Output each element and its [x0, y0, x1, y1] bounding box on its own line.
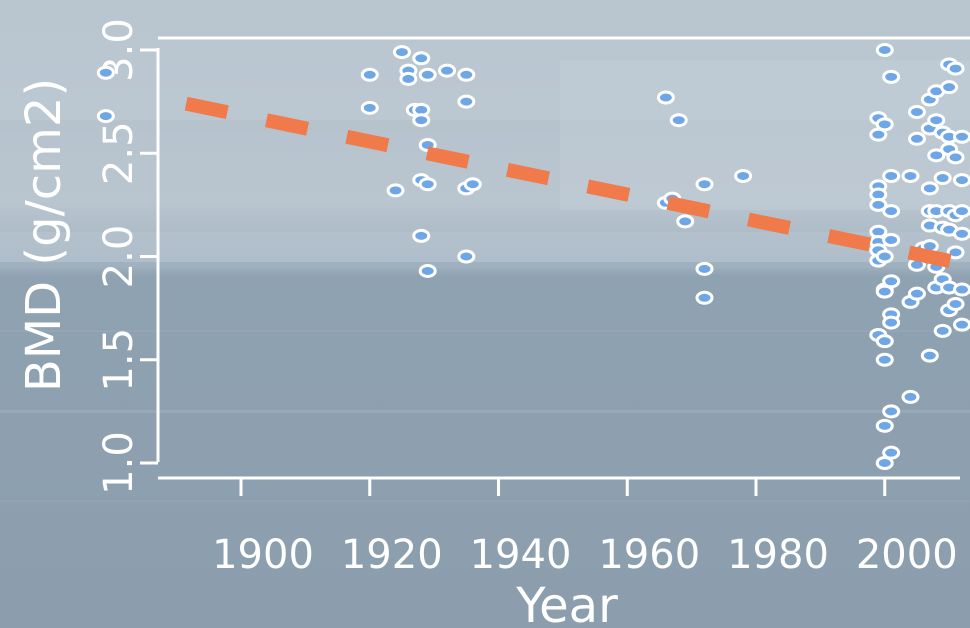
data-point: [399, 71, 418, 86]
data-point: [920, 181, 939, 196]
data-point: [96, 109, 115, 124]
data-point: [920, 348, 939, 363]
data-point: [457, 249, 476, 264]
y-axis-title: BMD (g/cm2): [16, 78, 72, 392]
data-point: [927, 113, 946, 128]
data-point: [392, 45, 411, 60]
data-point: [953, 226, 970, 241]
data-point: [463, 177, 482, 192]
data-point: [695, 290, 714, 305]
data-point: [927, 148, 946, 163]
data-point: [695, 177, 714, 192]
data-point: [869, 197, 888, 212]
data-point: [734, 168, 753, 183]
data-point: [882, 168, 901, 183]
data-point: [386, 183, 405, 198]
x-ticks: 1900 1920 1940 1960 1980 2000: [212, 478, 958, 578]
y-axis: 1.01.52.02.53.0: [96, 18, 160, 495]
x-tick-label: 1900: [212, 532, 314, 578]
y-tick-label: 2.0: [96, 225, 142, 289]
data-point: [875, 352, 894, 367]
data-point: [953, 173, 970, 188]
data-point: [418, 177, 437, 192]
data-point: [933, 323, 952, 338]
data-point: [669, 113, 688, 128]
y-tick-label: 1.5: [96, 328, 142, 392]
data-point: [412, 228, 431, 243]
data-point: [875, 418, 894, 433]
data-point: [946, 245, 965, 260]
data-point: [901, 168, 920, 183]
data-point: [882, 274, 901, 289]
data-point: [882, 69, 901, 84]
data-point: [882, 445, 901, 460]
data-point: [953, 204, 970, 219]
x-tick-label: 2000: [856, 532, 958, 578]
data-point: [907, 286, 926, 301]
y-ticks: 1.01.52.02.53.0: [96, 18, 158, 495]
data-point: [940, 80, 959, 95]
data-point: [882, 315, 901, 330]
data-point: [656, 90, 675, 105]
data-point: [901, 389, 920, 404]
data-point: [875, 334, 894, 349]
data-point: [882, 404, 901, 419]
data-point: [360, 100, 379, 115]
x-tick-label: 1920: [341, 532, 443, 578]
y-tick-label: 2.5: [96, 121, 142, 185]
data-point: [676, 214, 695, 229]
data-point: [946, 150, 965, 165]
data-point: [953, 317, 970, 332]
x-tick-label: 1960: [598, 532, 700, 578]
data-point: [907, 131, 926, 146]
data-point: [882, 204, 901, 219]
data-point: [457, 67, 476, 82]
data-point: [412, 51, 431, 66]
data-point: [418, 263, 437, 278]
x-tick-label: 1940: [470, 532, 572, 578]
data-point: [946, 296, 965, 311]
data-point: [875, 117, 894, 132]
data-point: [418, 67, 437, 82]
x-tick-label: 1980: [727, 532, 829, 578]
data-point: [457, 94, 476, 109]
data-point: [875, 249, 894, 264]
data-point: [933, 171, 952, 186]
trend-line: [158, 90, 970, 272]
data-point: [946, 61, 965, 76]
x-axis: 1900 1920 1940 1960 1980 2000: [158, 476, 960, 578]
data-point: [882, 232, 901, 247]
data-point: [360, 67, 379, 82]
data-point: [438, 63, 456, 78]
data-point: [953, 129, 970, 144]
data-point: [953, 282, 970, 297]
data-point: [96, 65, 115, 80]
data-point: [907, 104, 926, 119]
data-point: [412, 113, 431, 128]
y-tick-label: 1.0: [96, 431, 142, 495]
data-points: [96, 43, 970, 470]
data-point: [695, 261, 714, 276]
data-point: [875, 43, 894, 57]
x-axis-title: Year: [515, 578, 618, 628]
